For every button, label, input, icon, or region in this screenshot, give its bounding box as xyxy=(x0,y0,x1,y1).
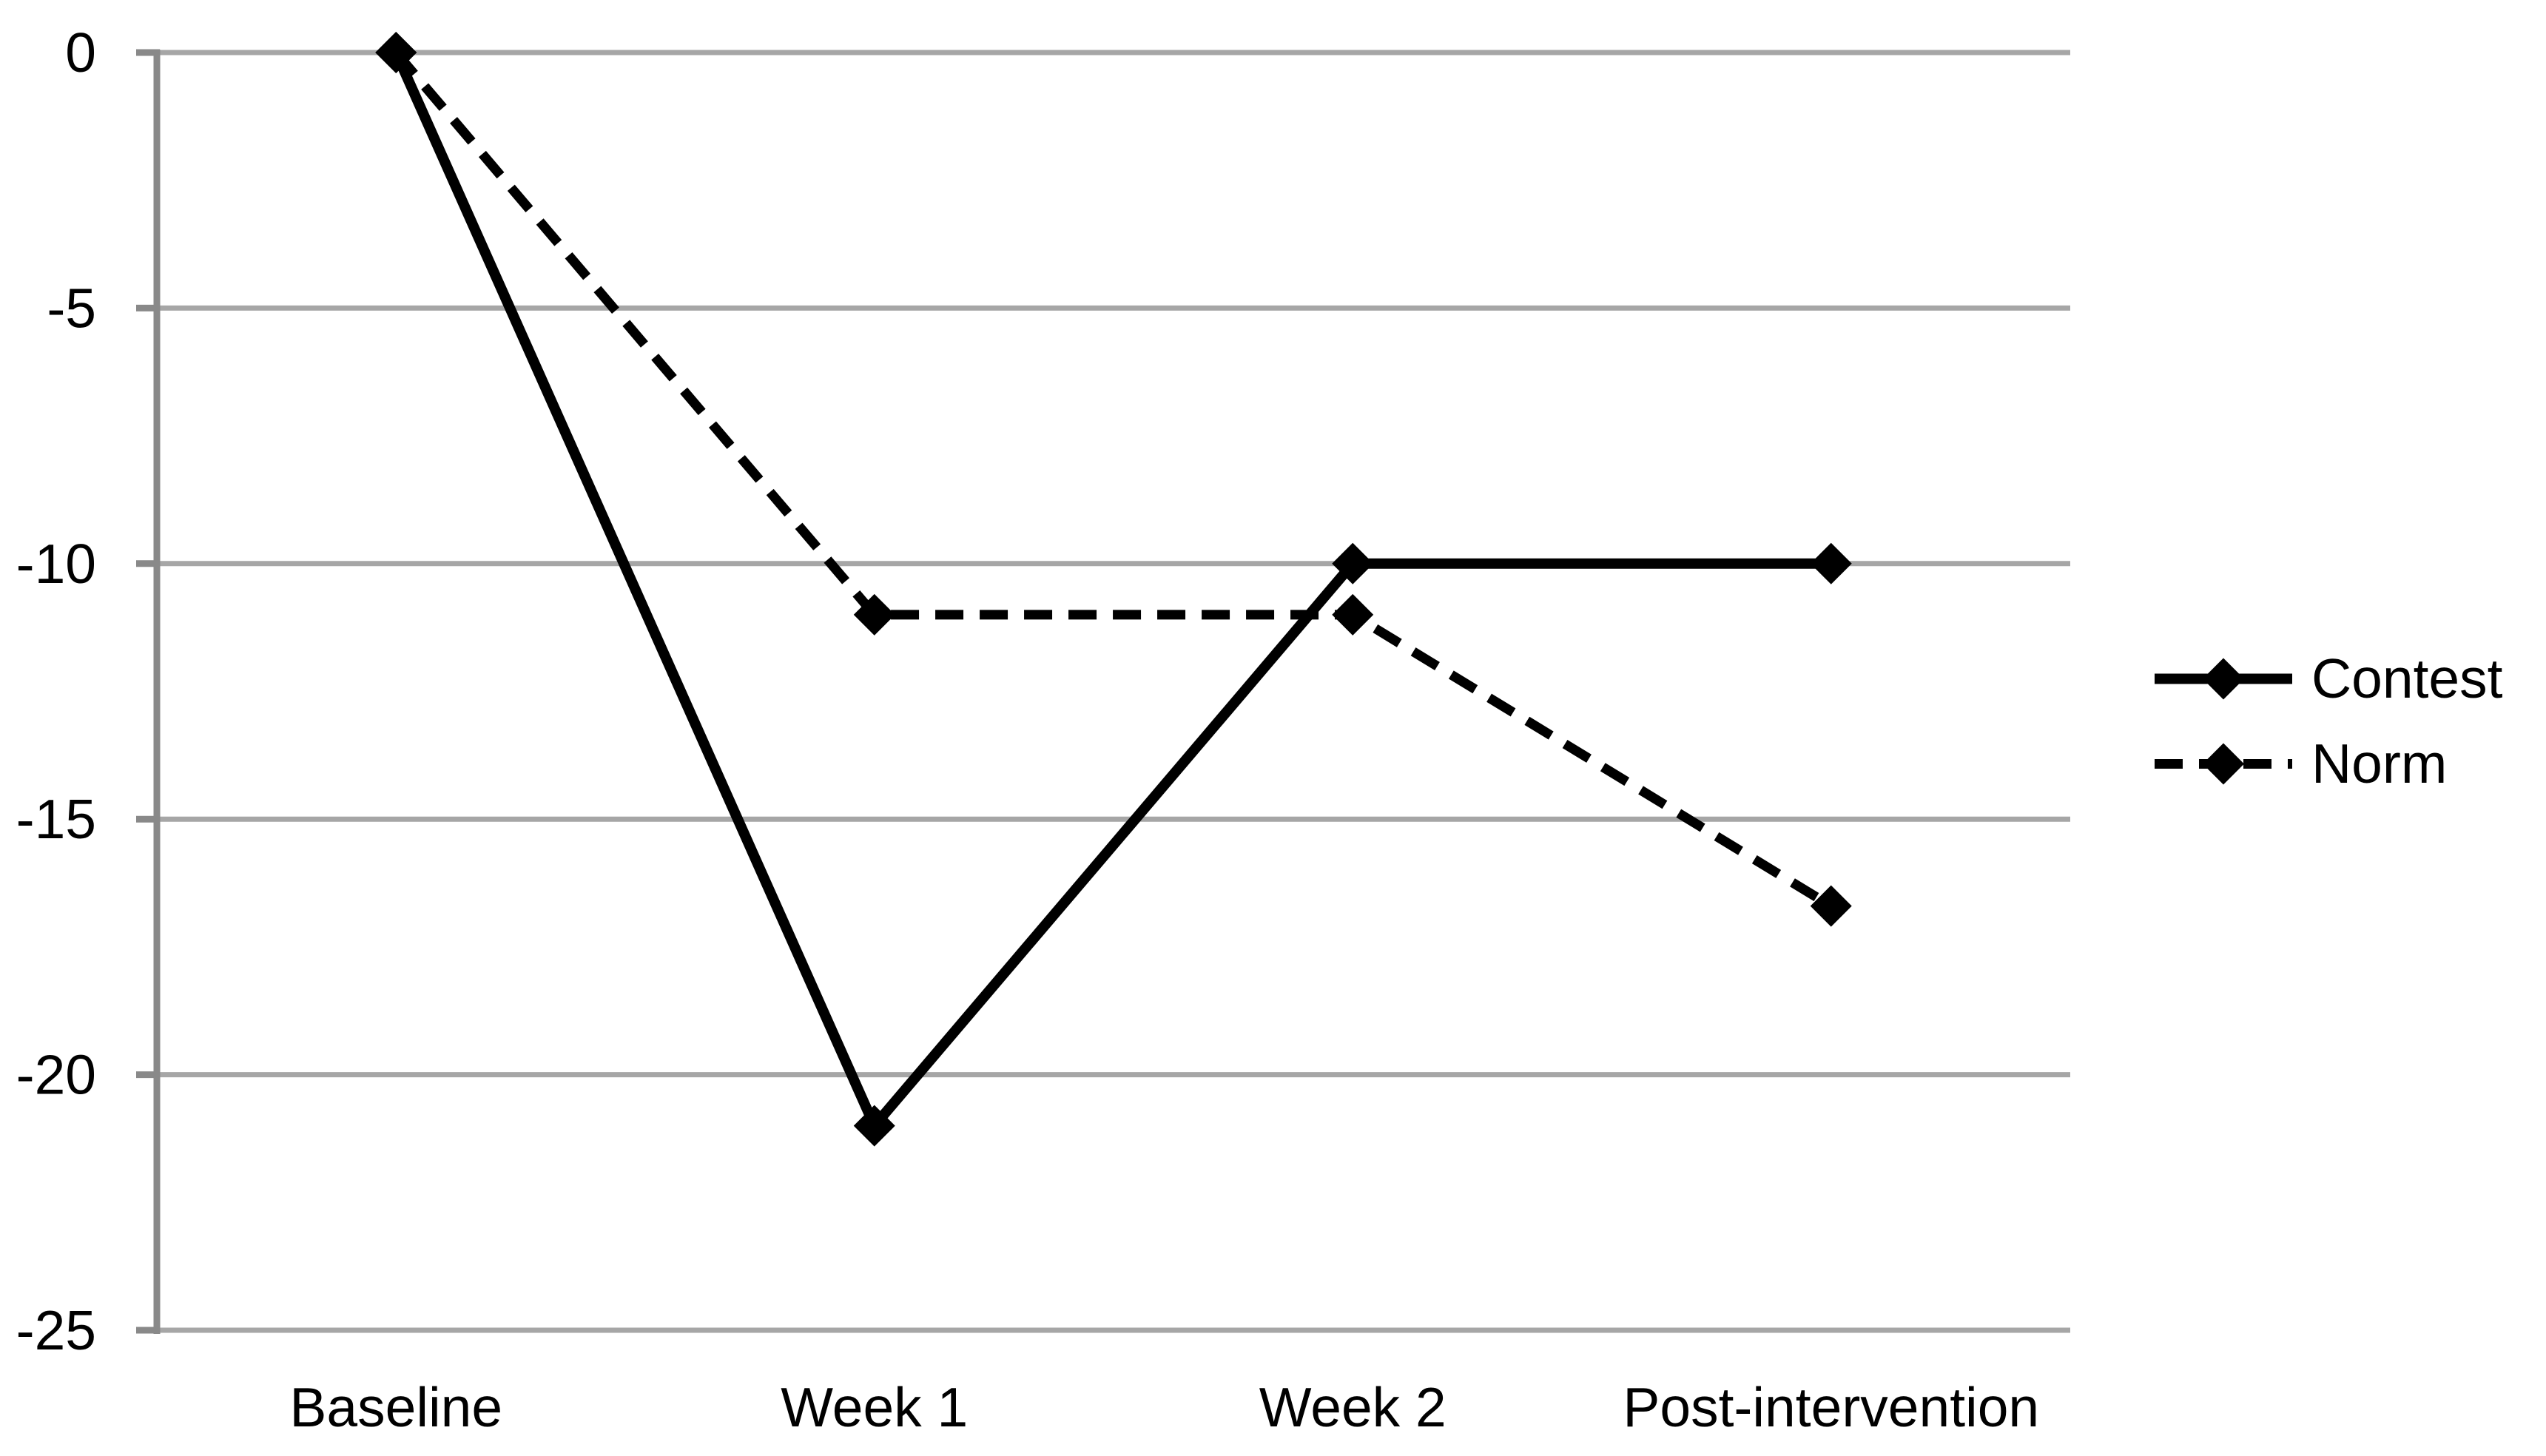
data-point-marker-contest xyxy=(853,1105,895,1147)
y-tick-label: -5 xyxy=(47,277,96,339)
chart-legend: Contest Norm xyxy=(2155,636,2502,806)
legend-sample-marker xyxy=(2203,658,2244,700)
y-tick-label: -20 xyxy=(16,1044,96,1106)
data-point-marker-contest xyxy=(1810,542,1852,584)
data-point-marker-norm xyxy=(1810,885,1852,927)
data-point-marker-contest xyxy=(1332,542,1374,584)
data-point-marker-norm xyxy=(375,32,417,73)
series-line-norm xyxy=(392,49,1834,911)
x-category-label: Baseline xyxy=(289,1376,502,1438)
x-category-label: Week 1 xyxy=(781,1376,968,1438)
y-tick-label: -15 xyxy=(16,788,96,850)
data-point-marker-norm xyxy=(1332,593,1374,636)
legend-item-contest: Contest xyxy=(2155,636,2502,721)
legend-label-norm: Norm xyxy=(2311,732,2448,795)
legend-solid-line-diamond-icon xyxy=(2155,658,2292,700)
x-category-label: Post-intervention xyxy=(1623,1376,2039,1438)
series-line-contest xyxy=(391,50,1831,1136)
y-tick-label: -25 xyxy=(16,1299,96,1361)
x-category-label: Week 2 xyxy=(1259,1376,1447,1438)
legend-dashed-line-diamond-icon xyxy=(2155,743,2292,785)
legend-sample-marker xyxy=(2203,743,2244,785)
y-tick-label: -10 xyxy=(16,533,96,595)
y-tick-label: 0 xyxy=(65,21,96,84)
data-point-marker-norm xyxy=(853,593,895,636)
legend-label-contest: Contest xyxy=(2311,647,2503,710)
legend-item-norm: Norm xyxy=(2155,721,2502,806)
